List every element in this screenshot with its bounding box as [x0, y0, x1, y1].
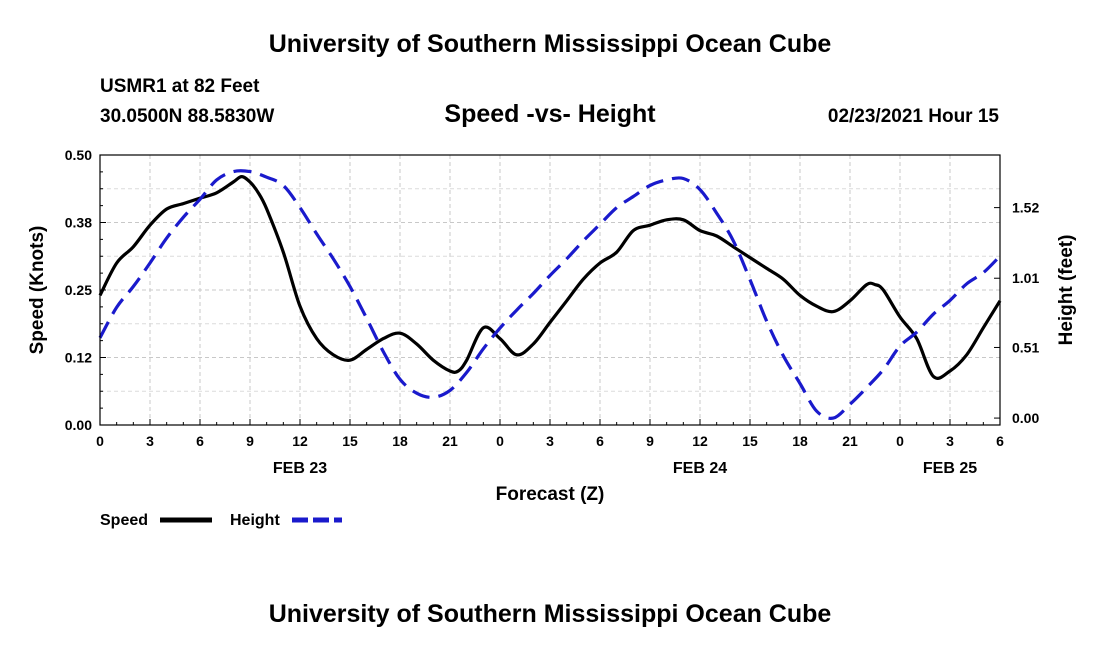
x-tick-label: 6 [996, 433, 1004, 449]
legend-label-height: Height [230, 512, 280, 529]
x-tick-label: 18 [792, 433, 808, 449]
date-label: FEB 23 [273, 460, 327, 477]
date-label: FEB 25 [923, 460, 977, 477]
coordinates-label: 30.0500N 88.5830W [100, 106, 275, 127]
x-tick-label: 0 [896, 433, 904, 449]
x-tick-label: 21 [842, 433, 858, 449]
y2-tick-label: 1.52 [1012, 200, 1039, 216]
y2-tick-label: 0.51 [1012, 339, 1039, 355]
y-tick-label: 0.00 [65, 417, 92, 433]
y2-tick-label: 1.01 [1012, 270, 1039, 286]
x-tick-label: 0 [496, 433, 504, 449]
y2-axis-label: Height (feet) [1056, 235, 1077, 346]
y2-tick-label: 0.00 [1012, 410, 1039, 426]
legend-label-speed: Speed [100, 512, 148, 529]
forecast-datetime: 02/23/2021 Hour 15 [827, 106, 999, 127]
x-tick-label: 3 [146, 433, 154, 449]
y-tick-label: 0.25 [65, 282, 92, 298]
station-label: USMR1 at 82 Feet [100, 76, 260, 97]
y-tick-label: 0.38 [65, 215, 92, 231]
x-tick-label: 18 [392, 433, 408, 449]
y-axis-label: Speed (Knots) [27, 226, 48, 355]
x-tick-label: 9 [646, 433, 654, 449]
x-tick-label: 12 [292, 433, 308, 449]
x-tick-label: 0 [96, 433, 104, 449]
y-tick-label: 0.50 [65, 147, 92, 163]
x-tick-label: 6 [196, 433, 204, 449]
series-line-speed [98, 175, 1002, 380]
page-title: University of Southern Mississippi Ocean… [268, 30, 832, 58]
date-label: FEB 24 [673, 460, 727, 477]
x-tick-label: 3 [946, 433, 954, 449]
x-tick-label: 15 [742, 433, 758, 449]
x-tick-label: 3 [546, 433, 554, 449]
x-tick-label: 21 [442, 433, 458, 449]
x-tick-label: 9 [246, 433, 254, 449]
footer-title: University of Southern Mississippi Ocean… [268, 600, 832, 628]
chart-subtitle: Speed -vs- Height [444, 100, 656, 128]
x-axis-label: Forecast (Z) [496, 484, 605, 505]
series-line-height [98, 169, 1002, 420]
x-tick-label: 12 [692, 433, 708, 449]
y-tick-label: 0.12 [65, 350, 92, 366]
x-tick-label: 15 [342, 433, 358, 449]
x-tick-label: 6 [596, 433, 604, 449]
